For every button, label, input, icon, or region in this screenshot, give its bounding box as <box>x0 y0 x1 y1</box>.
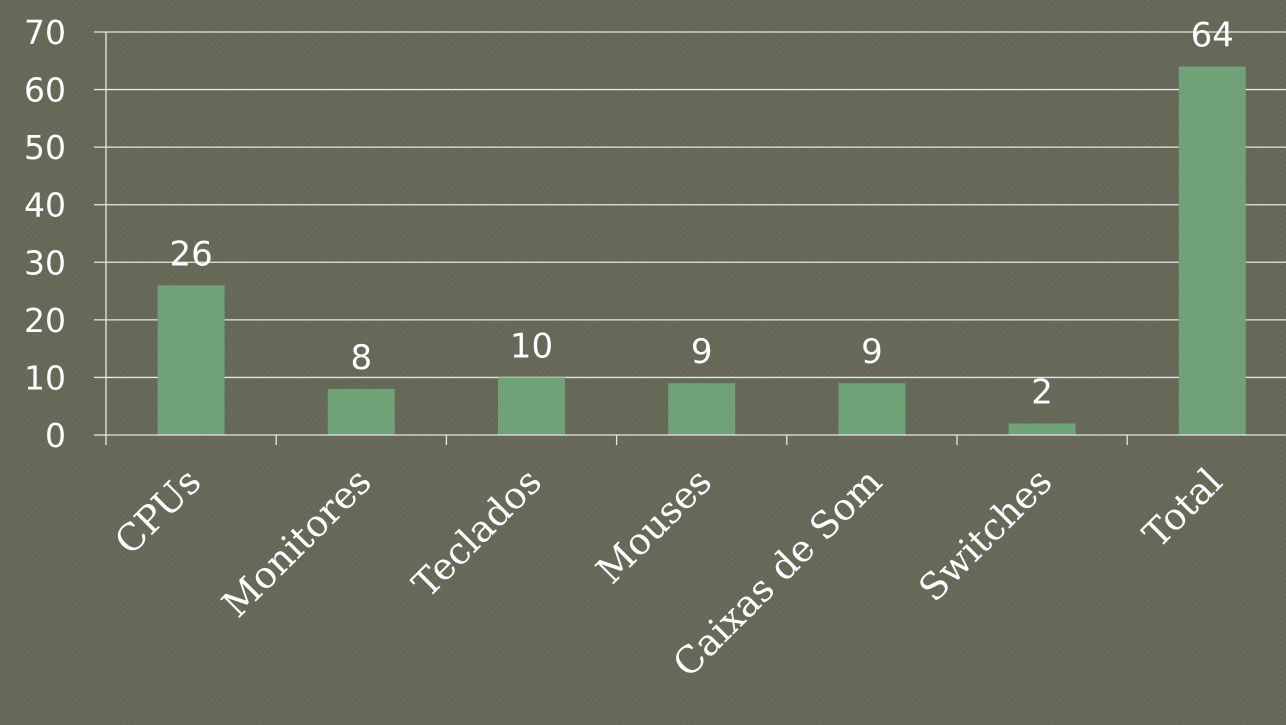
category-label: Monitores <box>214 460 380 626</box>
ytick-label: 0 <box>45 416 66 455</box>
bar-caixas-de-som <box>838 383 906 435</box>
bar-mouses <box>668 383 736 435</box>
data-label: 26 <box>169 234 212 274</box>
category-label: Switches <box>910 460 1060 610</box>
category-label: CPUs <box>106 460 209 563</box>
ytick-label: 40 <box>24 186 66 225</box>
ytick-label: 20 <box>24 301 66 340</box>
ytick-label: 50 <box>24 128 66 167</box>
data-label: 9 <box>691 332 713 372</box>
category-label: Total <box>1135 460 1231 556</box>
bar-cpus <box>157 285 225 435</box>
category-label: Teclados <box>404 460 550 606</box>
bar-switches <box>1008 423 1076 435</box>
ytick-label: 60 <box>24 71 66 110</box>
axes <box>94 32 1286 445</box>
ytick-label: 10 <box>24 358 66 397</box>
bars <box>157 66 1246 436</box>
ytick-label: 70 <box>24 13 66 52</box>
data-label: 10 <box>510 326 553 366</box>
category-label: Mouses <box>588 460 720 592</box>
bar-monitores <box>327 388 395 435</box>
data-label: 2 <box>1031 372 1053 412</box>
data-label: 9 <box>861 332 883 372</box>
gridlines <box>94 31 1286 379</box>
ytick-label: 30 <box>24 243 66 282</box>
data-label: 8 <box>350 338 372 378</box>
bar-teclados <box>498 377 565 435</box>
bar-total <box>1178 66 1246 436</box>
data-label: 64 <box>1191 16 1234 56</box>
